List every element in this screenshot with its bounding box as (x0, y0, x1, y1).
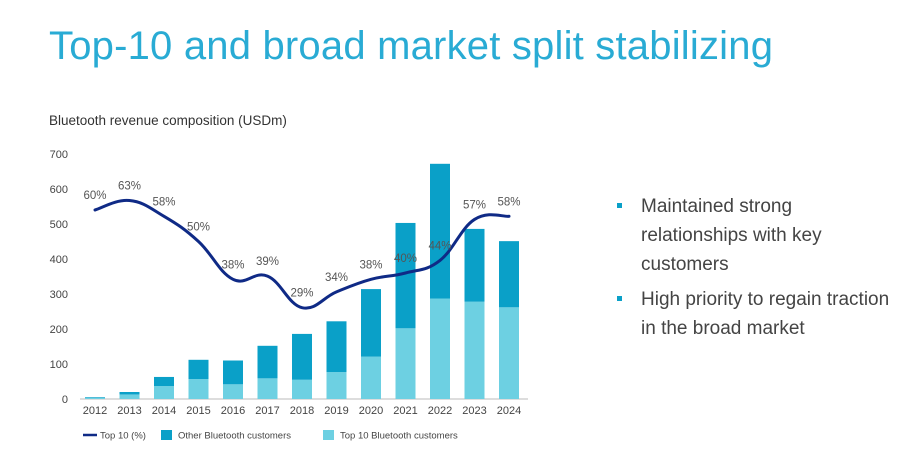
x-tick-label: 2023 (462, 405, 486, 417)
bar-other (119, 392, 140, 395)
legend-label: Top 10 (%) (100, 431, 146, 442)
bar-top10 (292, 379, 312, 399)
percent-data-label: 39% (256, 256, 279, 268)
y-tick-label: 700 (50, 149, 68, 161)
y-tick-label: 400 (50, 254, 68, 266)
bar-top10 (154, 386, 174, 399)
y-tick-label: 200 (50, 324, 68, 336)
percent-data-label: 40% (394, 253, 417, 265)
y-tick-label: 100 (50, 359, 68, 371)
bar-top10 (361, 356, 381, 399)
percent-data-label: 63% (118, 181, 141, 193)
x-tick-label: 2020 (359, 405, 383, 417)
bar-other (223, 360, 243, 385)
y-tick-label: 500 (50, 219, 68, 231)
bar-other (464, 228, 485, 302)
legend-bar-swatch (323, 430, 334, 440)
bullet-item: Maintained strong relationships with key… (613, 192, 903, 279)
revenue-chart: 0 100 200 300 400 500 600 700 2012 2013 2014 2015 20… (50, 149, 528, 442)
page-title: Top-10 and broad market split stabilizin… (49, 24, 774, 68)
bar-top10 (188, 379, 209, 399)
bar-top10 (464, 301, 485, 399)
bar-other (430, 163, 450, 299)
legend-label: Top 10 Bluetooth customers (340, 431, 458, 442)
x-tick-label: 2017 (255, 405, 279, 417)
percent-data-label: 44% (428, 240, 451, 252)
x-tick-label: 2013 (117, 405, 141, 417)
bar-other (361, 289, 381, 357)
bar-other (326, 321, 347, 373)
x-tick-label: 2012 (83, 405, 107, 417)
x-tick-label: 2021 (393, 405, 417, 417)
percent-data-label: 38% (221, 259, 244, 271)
square-bullet-icon (617, 296, 622, 301)
bar-top10 (326, 372, 347, 399)
percent-data-label: 29% (290, 288, 313, 300)
bar-other (499, 241, 519, 308)
x-tick-label: 2024 (497, 405, 521, 417)
bar-top10 (85, 397, 105, 399)
x-tick-label: 2022 (428, 405, 452, 417)
y-tick-label: 600 (50, 184, 68, 196)
percent-data-label: 60% (83, 190, 106, 202)
bullet-item: High priority to regain traction in the … (613, 285, 903, 343)
x-tick-label: 2015 (186, 405, 210, 417)
percent-data-label: 38% (359, 259, 382, 271)
bar-other (188, 359, 209, 380)
legend-label: Other Bluetooth customers (178, 431, 291, 442)
legend-bar-swatch (161, 430, 172, 440)
bullet-list: Maintained strong relationships with key… (613, 192, 903, 349)
bar-other (85, 397, 105, 398)
percent-data-label: 58% (152, 196, 175, 208)
top10-percent-line (93, 199, 511, 310)
y-tick-label: 300 (50, 289, 68, 301)
y-tick-label: 0 (62, 394, 68, 406)
x-tick-label: 2019 (324, 405, 348, 417)
bar-top10 (257, 378, 278, 399)
bullet-text: High priority to regain traction in the … (641, 289, 890, 339)
bar-other (257, 345, 278, 379)
bar-top10 (119, 394, 140, 399)
bar-top10 (223, 384, 243, 399)
x-tick-label: 2018 (290, 405, 314, 417)
square-bullet-icon (617, 203, 622, 208)
bar-other (154, 376, 174, 387)
bar-other (395, 222, 416, 329)
chart-title: Bluetooth revenue composition (USDm) (49, 113, 287, 128)
percent-data-label: 50% (187, 222, 210, 234)
x-tick-label: 2016 (221, 405, 245, 417)
percent-data-label: 58% (497, 196, 520, 208)
bar-top10 (430, 298, 450, 399)
x-tick-label: 2014 (152, 405, 176, 417)
bar-other (292, 333, 312, 380)
bar-top10 (499, 307, 519, 399)
bar-top10 (395, 328, 416, 399)
percent-data-label: 34% (325, 272, 348, 284)
percent-data-label: 57% (463, 199, 486, 211)
bullet-text: Maintained strong relationships with key… (641, 196, 822, 275)
